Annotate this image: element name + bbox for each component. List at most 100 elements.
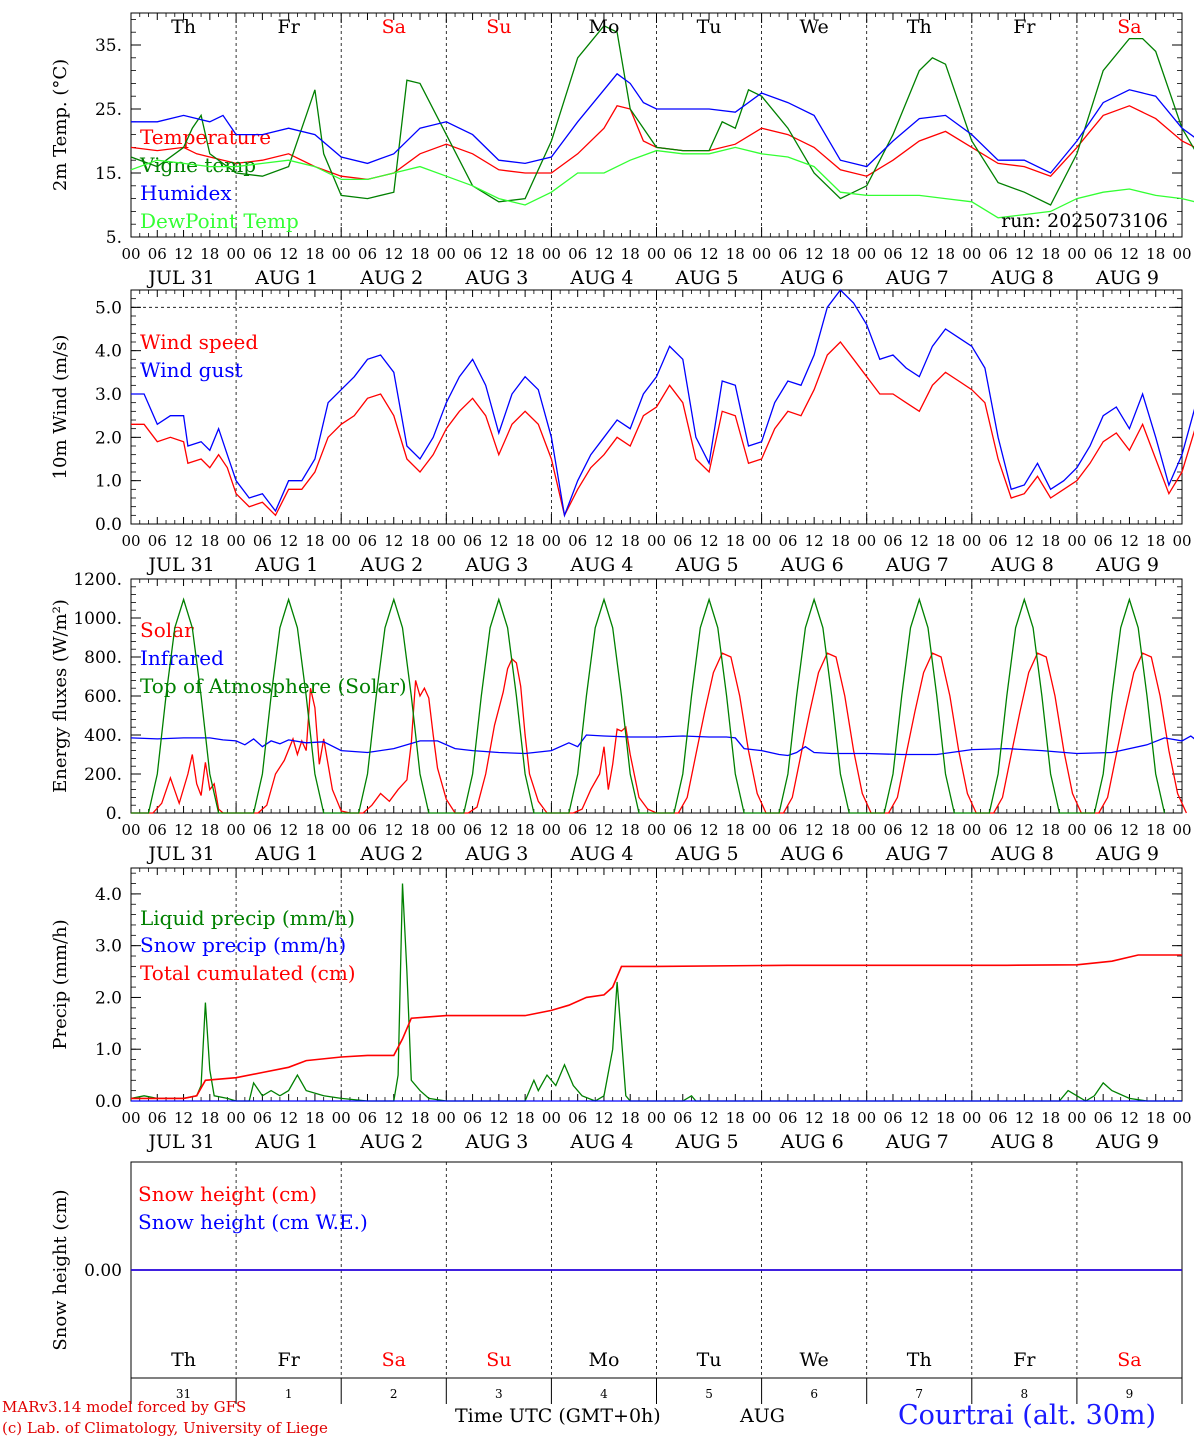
hour-label: 12 <box>384 821 403 839</box>
series-line-vigne-temp <box>130 24 1194 206</box>
hour-label: 12 <box>174 1109 193 1127</box>
hour-label: 12 <box>594 821 613 839</box>
day-name: Tu <box>697 1349 722 1371</box>
hour-label: 00 <box>962 1109 981 1127</box>
y-tick-label: 800. <box>84 648 122 668</box>
hour-label: 18 <box>831 532 850 550</box>
hour-label: 12 <box>1120 1109 1139 1127</box>
date-label: AUG 2 <box>359 843 423 865</box>
date-label: AUG 1 <box>254 843 318 865</box>
series-line-top-of-atmosphere-solar- <box>131 597 1166 814</box>
hour-label: 18 <box>621 245 640 263</box>
hour-label: 06 <box>148 821 167 839</box>
hour-label: 06 <box>358 821 377 839</box>
hour-label: 00 <box>752 532 771 550</box>
y-tick-label: 35. <box>95 36 122 56</box>
hour-label: 18 <box>726 245 745 263</box>
hour-label: 18 <box>410 245 429 263</box>
date-label: JUL 31 <box>146 267 214 289</box>
date-label: AUG 9 <box>1095 1131 1159 1153</box>
hour-label: 18 <box>726 1109 745 1127</box>
hour-label: 06 <box>883 532 902 550</box>
hour-label: 06 <box>358 532 377 550</box>
hour-label: 00 <box>1172 245 1191 263</box>
hour-label: 00 <box>437 532 456 550</box>
date-label: AUG 9 <box>1095 267 1159 289</box>
hour-label: 00 <box>121 532 140 550</box>
hour-label: 06 <box>883 1109 902 1127</box>
hour-label: 18 <box>305 532 324 550</box>
date-label: AUG 7 <box>885 843 949 865</box>
hour-label: 00 <box>437 245 456 263</box>
y-axis-label: Precip (mm/h) <box>50 919 71 1049</box>
hour-label: 06 <box>148 245 167 263</box>
date-label: AUG 4 <box>569 1131 633 1153</box>
day-name: Sa <box>1117 1349 1141 1371</box>
hour-label: 18 <box>726 532 745 550</box>
hour-label: 18 <box>621 532 640 550</box>
hour-label: 00 <box>1172 1109 1191 1127</box>
hour-label: 18 <box>1146 1109 1165 1127</box>
day-name: Mo <box>588 1349 619 1371</box>
hour-label: 00 <box>962 245 981 263</box>
hour-label: 00 <box>1067 532 1086 550</box>
hour-label: 00 <box>1067 821 1086 839</box>
day-name: Fr <box>1013 1349 1036 1371</box>
hour-label: 12 <box>594 532 613 550</box>
hour-label: 00 <box>647 245 666 263</box>
hour-label: 06 <box>883 245 902 263</box>
hour-label: 12 <box>384 1109 403 1127</box>
hour-label: 00 <box>542 245 561 263</box>
hour-label: 12 <box>279 1109 298 1127</box>
hour-label: 12 <box>1120 532 1139 550</box>
hour-label: 18 <box>1146 532 1165 550</box>
hour-label: 06 <box>673 245 692 263</box>
y-tick-label: 600. <box>84 687 122 707</box>
hour-label: 18 <box>516 1109 535 1127</box>
hour-label: 00 <box>542 532 561 550</box>
hour-label: 18 <box>200 532 219 550</box>
day-name: Tu <box>697 16 722 38</box>
hour-label: 00 <box>332 532 351 550</box>
legend-entry: Wind gust <box>140 358 243 382</box>
date-label: AUG 7 <box>885 267 949 289</box>
day-number: 8 <box>1021 1387 1029 1401</box>
hour-label: 00 <box>121 245 140 263</box>
hour-label: 00 <box>857 532 876 550</box>
hour-label: 12 <box>910 245 929 263</box>
hour-label: 12 <box>489 245 508 263</box>
hour-label: 12 <box>489 532 508 550</box>
hour-label: 06 <box>358 245 377 263</box>
hour-label: 06 <box>1094 1109 1113 1127</box>
y-tick-label: 3.0 <box>95 385 122 405</box>
hour-label: 06 <box>1094 821 1113 839</box>
hour-label: 18 <box>621 1109 640 1127</box>
date-label: AUG 8 <box>990 267 1054 289</box>
date-label: AUG 5 <box>675 267 739 289</box>
day-name: Su <box>486 16 511 38</box>
hour-label: 18 <box>1146 245 1165 263</box>
hour-label: 00 <box>752 1109 771 1127</box>
hour-label: 12 <box>594 245 613 263</box>
series-line-wind-speed <box>131 341 1194 518</box>
hour-label: 18 <box>410 532 429 550</box>
hour-label: 06 <box>568 1109 587 1127</box>
hour-label: 06 <box>463 1109 482 1127</box>
hour-label: 12 <box>279 532 298 550</box>
hour-label: 00 <box>1067 1109 1086 1127</box>
hour-label: 06 <box>568 532 587 550</box>
y-tick-label: 2.0 <box>95 428 122 448</box>
hour-label: 06 <box>358 1109 377 1127</box>
date-label: AUG 2 <box>359 554 423 576</box>
hour-label: 06 <box>568 245 587 263</box>
hour-label: 18 <box>726 821 745 839</box>
hour-label: 12 <box>1015 821 1034 839</box>
hour-label: 18 <box>1041 245 1060 263</box>
date-label: JUL 31 <box>146 1131 214 1153</box>
y-tick-label: 4.0 <box>95 885 122 905</box>
day-name: Su <box>486 1349 511 1371</box>
legend-entry: Top of Atmosphere (Solar) <box>140 674 407 698</box>
hour-label: 12 <box>805 821 824 839</box>
hour-label: 06 <box>568 821 587 839</box>
